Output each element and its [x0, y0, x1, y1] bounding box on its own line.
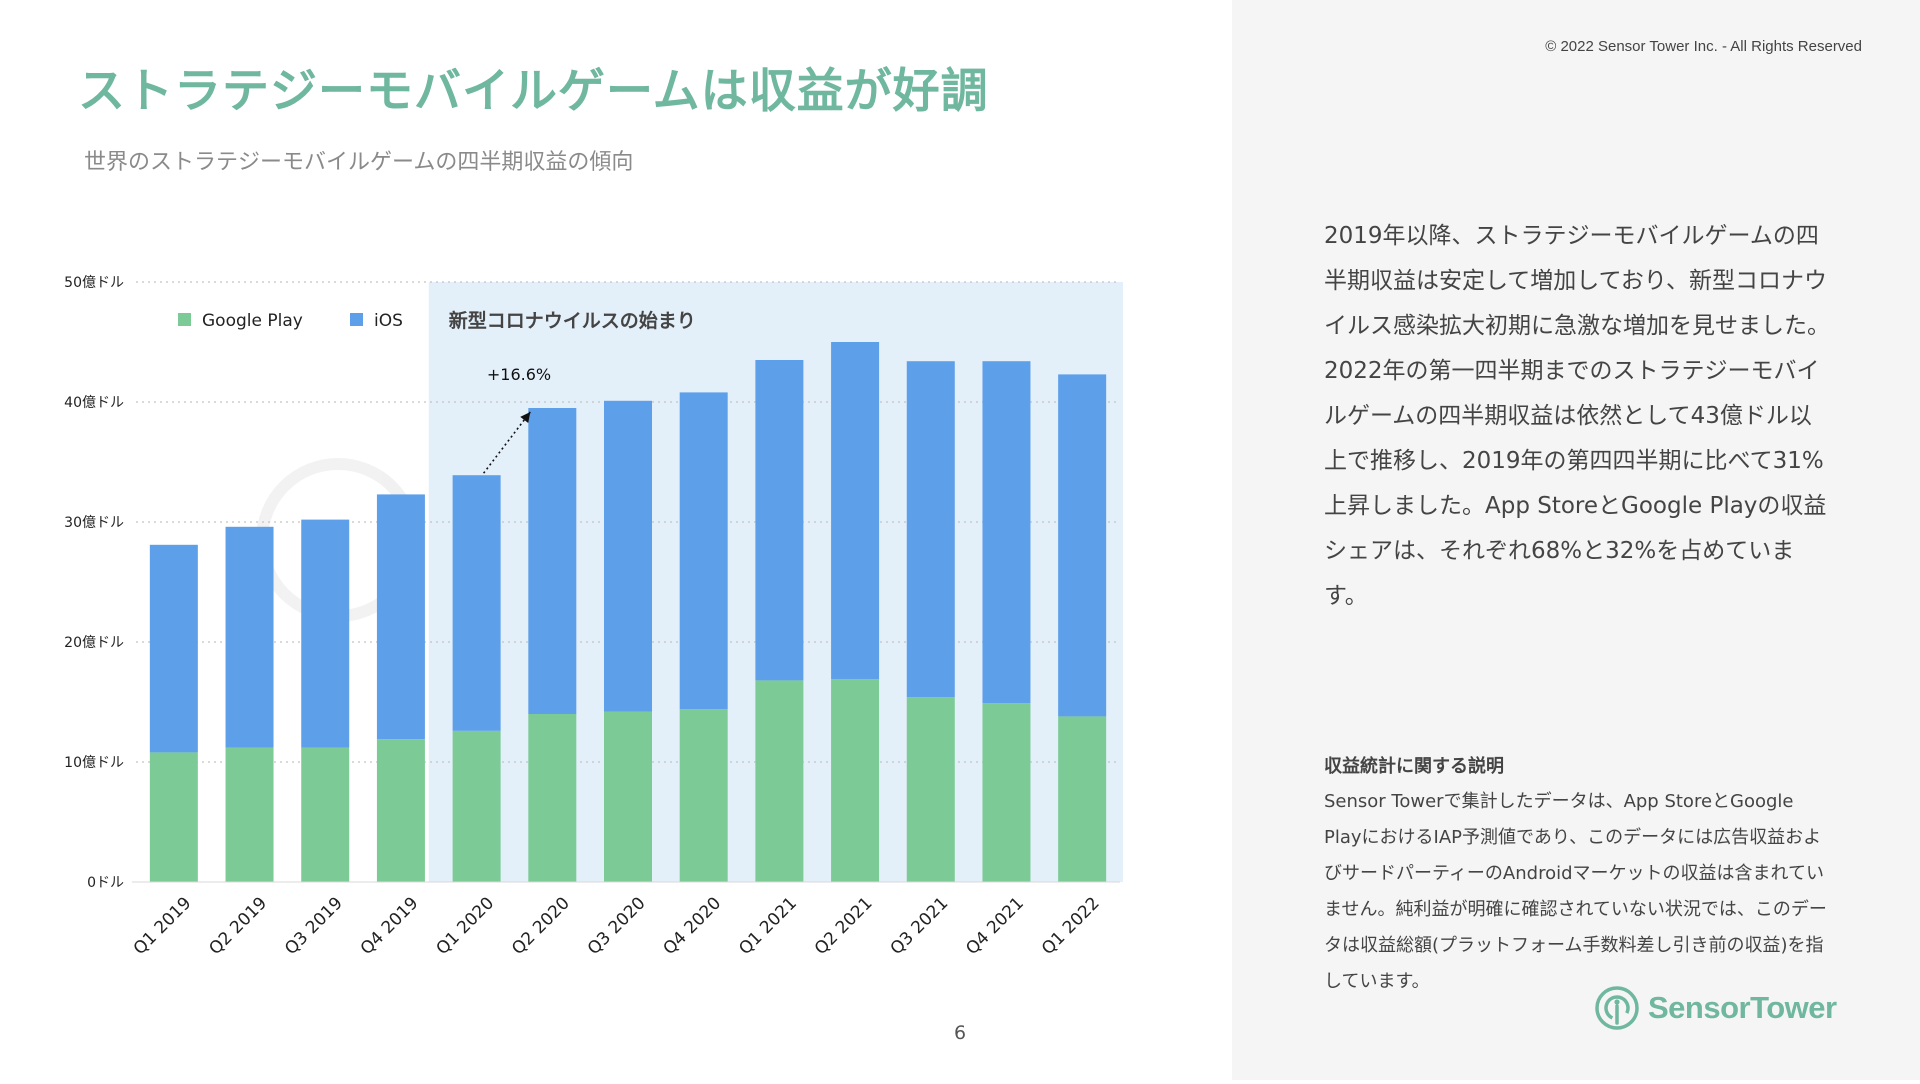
sensor-tower-logo: SensorTower: [1594, 984, 1837, 1032]
bar-google-play: [1058, 716, 1107, 882]
bar-ios: [906, 361, 955, 698]
y-tick-label: 40億ドル: [64, 395, 124, 411]
x-tick-label: Q1 2019: [130, 893, 196, 959]
bar-google-play: [906, 697, 955, 882]
x-tick-label: Q1 2022: [1038, 893, 1104, 959]
copyright: © 2022 Sensor Tower Inc. - All Rights Re…: [1545, 38, 1862, 55]
bar-ios: [982, 361, 1031, 704]
bar-ios: [149, 544, 198, 753]
bar-ios: [755, 360, 804, 681]
logo-text: SensorTower: [1648, 990, 1837, 1025]
annotation-label: +16.6%: [487, 365, 551, 384]
y-tick-label: 10億ドル: [64, 755, 124, 771]
note-text: Sensor Towerで集計したデータは、App StoreとGoogle P…: [1324, 791, 1827, 992]
x-tick-label: Q1 2021: [735, 893, 801, 959]
bar-google-play: [604, 711, 652, 882]
legend-label: iOS: [374, 311, 403, 331]
bar-ios: [604, 400, 652, 712]
bar-ios: [301, 519, 350, 748]
revenue-chart: SensorTower新型コロナウイルスの始まり0ドル10億ドル20億ドル30億…: [64, 275, 1123, 959]
y-tick-label: 20億ドル: [64, 635, 124, 651]
x-tick-label: Q4 2021: [962, 893, 1028, 959]
bar-ios: [528, 408, 577, 714]
bar-google-play: [301, 747, 350, 882]
bar-ios: [1058, 374, 1107, 717]
x-tick-label: Q3 2019: [281, 893, 347, 959]
bar-google-play: [225, 747, 274, 882]
x-tick-label: Q3 2020: [584, 893, 650, 959]
bar-google-play: [982, 703, 1031, 882]
x-tick-label: Q4 2019: [357, 893, 423, 959]
page-number: 6: [953, 1022, 967, 1044]
bar-google-play: [679, 709, 728, 882]
x-tick-label: Q2 2021: [811, 893, 877, 959]
bar-ios: [376, 494, 425, 740]
bar-google-play: [452, 730, 501, 882]
bar-google-play: [376, 739, 425, 882]
page-title: ストラテジーモバイルゲームは収益が好調: [78, 64, 989, 119]
note-title: 収益統計に関する説明: [1324, 756, 1504, 777]
bar-google-play: [149, 752, 198, 882]
bar-google-play: [755, 680, 804, 882]
y-tick-label: 0ドル: [87, 875, 124, 891]
legend-swatch: [178, 313, 191, 326]
side-panel: [1232, 0, 1920, 1080]
x-tick-label: Q1 2020: [432, 893, 498, 959]
covid-highlight-label: 新型コロナウイルスの始まり: [449, 309, 696, 332]
y-tick-label: 30億ドル: [64, 515, 124, 531]
legend-swatch: [350, 313, 363, 326]
y-tick-label: 50億ドル: [64, 275, 124, 291]
bar-ios: [831, 342, 880, 680]
sensor-tower-logo-icon: [1595, 986, 1639, 1030]
x-tick-label: Q2 2019: [205, 893, 271, 959]
x-tick-label: Q4 2020: [660, 893, 726, 959]
bar-ios: [679, 392, 728, 710]
legend-label: Google Play: [202, 311, 303, 331]
bar-google-play: [831, 679, 880, 882]
x-tick-label: Q2 2020: [508, 893, 574, 959]
revenue-chart-svg: SensorTower新型コロナウイルスの始まり0ドル10億ドル20億ドル30億…: [64, 275, 1123, 959]
annotation-arrowhead: [520, 412, 531, 423]
x-tick-label: Q3 2021: [887, 893, 953, 959]
summary-paragraph: 2019年以降、ストラテジーモバイルゲームの四半期収益は安定して増加しており、新…: [1324, 223, 1830, 609]
bar-ios: [452, 475, 501, 731]
bar-ios: [225, 526, 274, 748]
page-subtitle: 世界のストラテジーモバイルゲームの四半期収益の傾向: [84, 150, 634, 175]
bar-google-play: [528, 714, 577, 882]
